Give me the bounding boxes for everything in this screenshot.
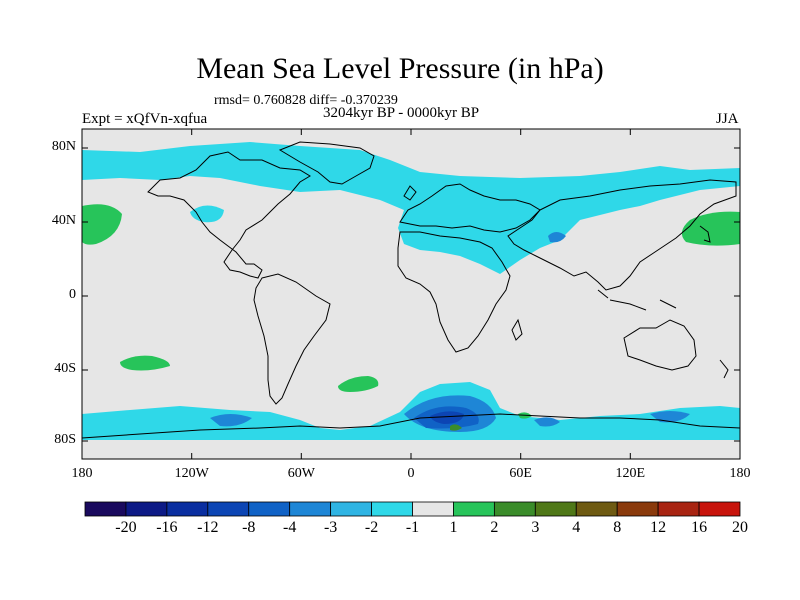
colorbar-swatch — [371, 501, 413, 517]
colorbar-swatch — [493, 501, 536, 517]
period-label: 3204kyr BP - 0000kyr BP — [323, 105, 480, 121]
experiment-label: Expt = xQfVn-xqfua — [82, 111, 208, 127]
colorbar-label: 3 — [531, 519, 540, 536]
antarctica-coast — [81, 413, 741, 439]
colorbar-label: 12 — [650, 519, 667, 536]
colorbar-swatch — [330, 501, 372, 517]
weddell-low-patch — [210, 414, 252, 427]
colorbar-swatch — [84, 501, 127, 517]
colorbar-label: 4 — [572, 519, 581, 536]
map-title: Mean Sea Level Pressure (in hPa) — [196, 52, 604, 85]
coastlines — [81, 141, 741, 439]
colorbar-swatch — [412, 501, 454, 517]
north-pacific-east-high — [82, 204, 122, 245]
asia-low-patch — [548, 232, 566, 243]
indonesia-coast — [597, 289, 677, 311]
south-pacific-high — [120, 355, 170, 371]
colorbar-swatch — [698, 501, 741, 517]
south-atlantic-high — [338, 376, 379, 392]
europe-coast — [399, 183, 541, 233]
madagascar-coast — [511, 318, 523, 341]
lat-label: 40S — [54, 361, 76, 376]
lat-label: 80S — [54, 432, 76, 447]
uk-coast — [403, 185, 417, 201]
indian-ocean-low — [534, 417, 560, 427]
colorbar-swatch — [248, 501, 291, 517]
colorbar-label: -16 — [156, 519, 178, 536]
new-zealand-coast — [719, 359, 729, 379]
lat-ticks — [82, 147, 740, 442]
colorbar-label: 2 — [490, 519, 499, 536]
greenland-coast — [278, 141, 375, 185]
lon-ticks — [81, 129, 741, 459]
lat-label: 80N — [51, 139, 76, 154]
lon-label: 0 — [407, 466, 415, 481]
lon-label: 120W — [174, 466, 209, 481]
australia-coast — [623, 319, 697, 371]
south-america-coast — [253, 273, 331, 405]
colorbar-label: -2 — [364, 519, 379, 536]
colorbar-swatch — [575, 501, 618, 517]
japan-coast — [699, 225, 711, 243]
lon-label: 120E — [615, 466, 646, 481]
lat-label: 40N — [51, 213, 76, 228]
colorbar-label: 1 — [449, 519, 458, 536]
map-plot — [81, 128, 741, 460]
lon-label: 60E — [509, 466, 532, 481]
colorbar-swatch — [616, 501, 659, 517]
colorbar-label: -12 — [197, 519, 219, 536]
colorbar-swatch — [207, 501, 250, 517]
positive-anomaly-light — [82, 204, 740, 419]
stats-line: rmsd= 0.760828 diff= -0.370239 — [214, 93, 398, 108]
africa-coast — [397, 231, 511, 353]
colorbar-swatch — [534, 501, 577, 517]
lon-label: 180 — [729, 466, 751, 481]
colorbar-label: 20 — [732, 519, 748, 536]
pacific-low-patch — [190, 205, 224, 223]
negative-anomaly-deepest — [430, 411, 464, 424]
positive-anomaly-dark — [450, 424, 462, 431]
lon-label: 180 — [71, 466, 93, 481]
colorbar-label: -4 — [283, 519, 297, 536]
antarctic-strong-high — [450, 424, 462, 431]
colorbar-swatch — [125, 501, 168, 517]
colorbar-swatch — [289, 501, 332, 517]
lat-label: 0 — [69, 287, 76, 302]
asia-coast — [507, 179, 737, 291]
colorbar-swatch — [657, 501, 700, 517]
colorbar — [84, 501, 741, 517]
season-label: JJA — [716, 111, 739, 127]
south-atlantic-core-low — [430, 411, 464, 424]
colorbar-swatch — [453, 501, 495, 517]
colorbar-label: 16 — [691, 519, 708, 536]
colorbar-label: -20 — [115, 519, 137, 536]
colorbar-label: -1 — [405, 519, 420, 536]
colorbar-swatch — [166, 501, 209, 517]
colorbar-label: -3 — [323, 519, 338, 536]
colorbar-label: 8 — [613, 519, 622, 536]
north-america-coast — [147, 151, 311, 279]
colorbar-label: -8 — [242, 519, 256, 536]
lon-label: 60W — [287, 466, 315, 481]
north-pacific-west-high — [681, 211, 740, 246]
